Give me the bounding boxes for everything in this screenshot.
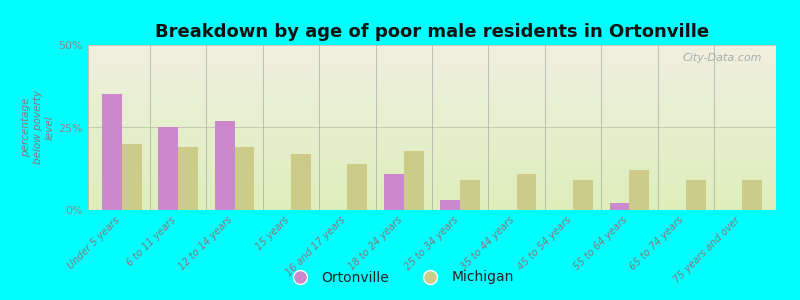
Bar [573, 180, 593, 210]
Bar [215, 121, 234, 210]
Bar [291, 154, 310, 210]
Bar [158, 128, 178, 210]
Bar [347, 164, 367, 210]
Bar [460, 180, 480, 210]
Bar [234, 147, 254, 210]
Bar [122, 144, 142, 210]
Legend: Ortonville, Michigan: Ortonville, Michigan [281, 265, 519, 290]
Y-axis label: percentage
below poverty
level: percentage below poverty level [21, 91, 54, 164]
Bar [441, 200, 460, 210]
Bar [517, 174, 536, 210]
Bar [742, 180, 762, 210]
Bar [384, 174, 404, 210]
Bar [686, 180, 706, 210]
Bar [102, 94, 122, 210]
Bar [610, 203, 630, 210]
Text: City-Data.com: City-Data.com [682, 53, 762, 63]
Title: Breakdown by age of poor male residents in Ortonville: Breakdown by age of poor male residents … [155, 23, 709, 41]
Bar [404, 151, 423, 210]
Bar [630, 170, 649, 210]
Bar [178, 147, 198, 210]
